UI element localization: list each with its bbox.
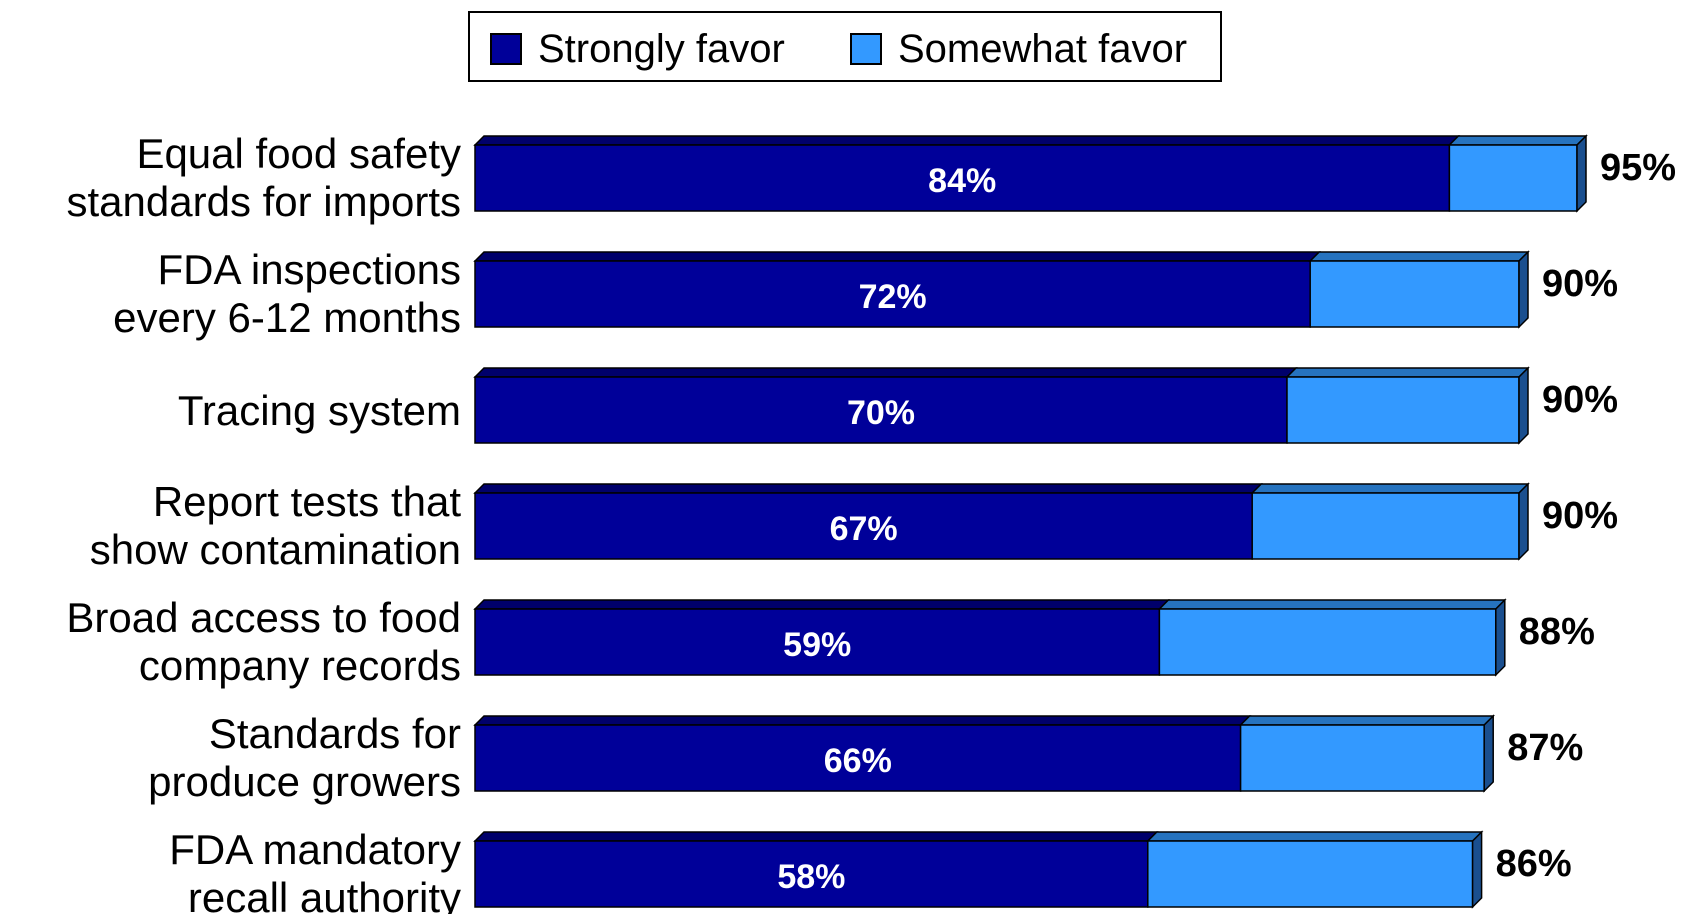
data-label-strongly-favor-0: 84% xyxy=(928,162,996,200)
bar-somewhat-favor-5 xyxy=(1239,724,1485,792)
bar-top-strongly-favor-4 xyxy=(473,599,1171,610)
total-label-5: 87% xyxy=(1507,727,1583,769)
legend-label-somewhat-favor: Somewhat favor xyxy=(898,27,1187,71)
bar-strongly-favor-3 xyxy=(474,492,1253,560)
bar-side-6 xyxy=(1471,830,1483,909)
bar-somewhat-favor-4 xyxy=(1158,608,1497,676)
bar-somewhat-favor-0 xyxy=(1448,144,1578,212)
data-label-strongly-favor-6: 58% xyxy=(777,858,845,896)
total-label-4: 88% xyxy=(1519,611,1595,653)
data-label-strongly-favor-1: 72% xyxy=(859,278,927,316)
category-label-2: Tracing system xyxy=(178,387,461,434)
category-label-1: FDA inspections every 6-12 months xyxy=(113,246,461,341)
bars: 84% 95% Equal food safety standards for imp… xyxy=(66,130,1676,914)
bar-side-5 xyxy=(1483,714,1494,793)
bar-top-strongly-favor-1 xyxy=(473,251,1322,262)
bar-top-somewhat-favor-2 xyxy=(1285,367,1530,378)
total-label-3: 90% xyxy=(1542,495,1618,537)
bar-top-strongly-favor-2 xyxy=(473,367,1298,378)
data-label-strongly-favor-2: 70% xyxy=(847,394,915,432)
legend-swatch-somewhat-favor xyxy=(850,33,882,65)
data-label-strongly-favor-5: 66% xyxy=(824,742,892,780)
bar-top-somewhat-favor-3 xyxy=(1250,483,1530,494)
bar-side-0 xyxy=(1576,134,1587,213)
legend-label-strongly-favor: Strongly favor xyxy=(538,27,785,71)
bar-top-strongly-favor-5 xyxy=(473,715,1252,726)
legend-frame xyxy=(468,11,1222,82)
bar-top-somewhat-favor-6 xyxy=(1145,831,1484,842)
bar-strongly-favor-1 xyxy=(474,260,1311,328)
total-label-2: 90% xyxy=(1542,379,1618,421)
bar-top-strongly-favor-6 xyxy=(473,831,1159,842)
category-label-3: Report tests that show contamination xyxy=(90,478,462,573)
bar-top-somewhat-favor-5 xyxy=(1238,715,1496,726)
legend: Strongly favor Somewhat favor xyxy=(468,11,1222,82)
bar-side-3 xyxy=(1518,482,1529,561)
bar-strongly-favor-4 xyxy=(474,608,1161,676)
bar-top-strongly-favor-0 xyxy=(473,135,1461,146)
bar-side-4 xyxy=(1495,598,1506,677)
bar-somewhat-favor-1 xyxy=(1309,260,1520,328)
bar-top-strongly-favor-3 xyxy=(473,483,1264,494)
bar-strongly-favor-0 xyxy=(474,144,1451,212)
category-label-0: Equal food safety standards for imports xyxy=(67,130,462,225)
bar-strongly-favor-6 xyxy=(474,840,1149,908)
total-label-6: 86% xyxy=(1496,843,1572,885)
bar-side-1 xyxy=(1518,250,1529,329)
total-label-0: 95% xyxy=(1600,147,1676,189)
bar-somewhat-favor-2 xyxy=(1286,376,1520,444)
category-label-5: Standards for produce growers xyxy=(148,710,461,805)
bar-strongly-favor-5 xyxy=(474,724,1242,792)
bar-top-somewhat-favor-1 xyxy=(1308,251,1530,262)
bar-somewhat-favor-3 xyxy=(1251,492,1520,560)
category-label-6: FDA mandatory recall authority xyxy=(169,826,461,914)
bar-strongly-favor-2 xyxy=(474,376,1288,444)
bar-top-somewhat-favor-0 xyxy=(1447,135,1588,146)
total-label-1: 90% xyxy=(1542,263,1618,305)
data-label-strongly-favor-4: 59% xyxy=(783,626,851,664)
category-label-4: Broad access to food company records xyxy=(66,594,461,689)
legend-swatch-strongly-favor xyxy=(490,33,522,65)
bar-top-somewhat-favor-4 xyxy=(1157,599,1507,610)
bar-somewhat-favor-6 xyxy=(1147,840,1474,908)
bar-side-2 xyxy=(1518,366,1529,445)
data-label-strongly-favor-3: 67% xyxy=(830,510,898,548)
